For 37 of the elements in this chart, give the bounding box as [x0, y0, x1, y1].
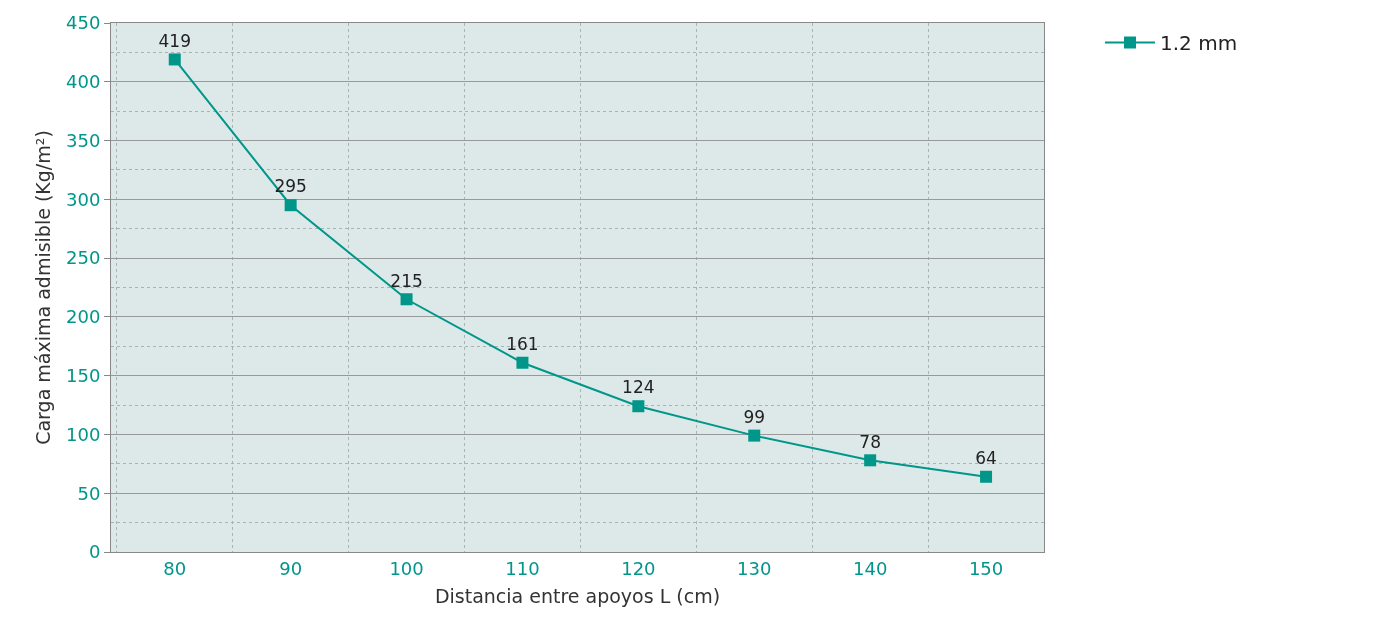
- x-tick-label: 120: [621, 557, 656, 579]
- data-label: 99: [743, 406, 766, 427]
- point: [632, 400, 645, 413]
- point: [168, 53, 181, 66]
- y-tick-label: 300: [66, 188, 101, 210]
- x-tick-label: 100: [389, 557, 424, 579]
- data-label: 161: [506, 333, 539, 354]
- y-tick-label: 400: [66, 71, 101, 93]
- y-tick-label: 450: [66, 12, 101, 34]
- x-tick-label: 80: [163, 557, 187, 579]
- y-tick-label: 100: [66, 423, 101, 445]
- y-tick-label: 250: [66, 247, 101, 269]
- point: [516, 356, 529, 369]
- data-label: 419: [158, 30, 191, 51]
- data-label: 64: [975, 448, 997, 469]
- x-tick-label: 90: [279, 557, 303, 579]
- data-label: 295: [274, 176, 307, 197]
- point: [980, 470, 993, 483]
- point: [284, 199, 297, 212]
- point: [748, 429, 761, 442]
- x-tick-label: 140: [852, 557, 888, 579]
- data-label: 78: [859, 431, 881, 452]
- x-tick-label: 150: [968, 557, 1004, 579]
- y-tick-label: 200: [66, 306, 101, 328]
- y-tick-label: 0: [88, 541, 101, 563]
- x-tick-label: 110: [505, 557, 540, 579]
- legend-label: 1.2 mm: [1159, 31, 1238, 56]
- point: [400, 293, 413, 306]
- point: [864, 454, 877, 467]
- x-axis-title: Distancia entre apoyos L (cm): [434, 585, 721, 608]
- x-tick-label: 130: [737, 557, 772, 579]
- data-label: 124: [622, 377, 655, 398]
- data-label: 215: [390, 270, 423, 291]
- y-axis-title: Carga máxima admisible (Kg/m²): [31, 130, 54, 445]
- y-tick-label: 50: [77, 482, 101, 504]
- y-tick-label: 150: [66, 364, 101, 386]
- y-tick-label: 350: [66, 129, 101, 151]
